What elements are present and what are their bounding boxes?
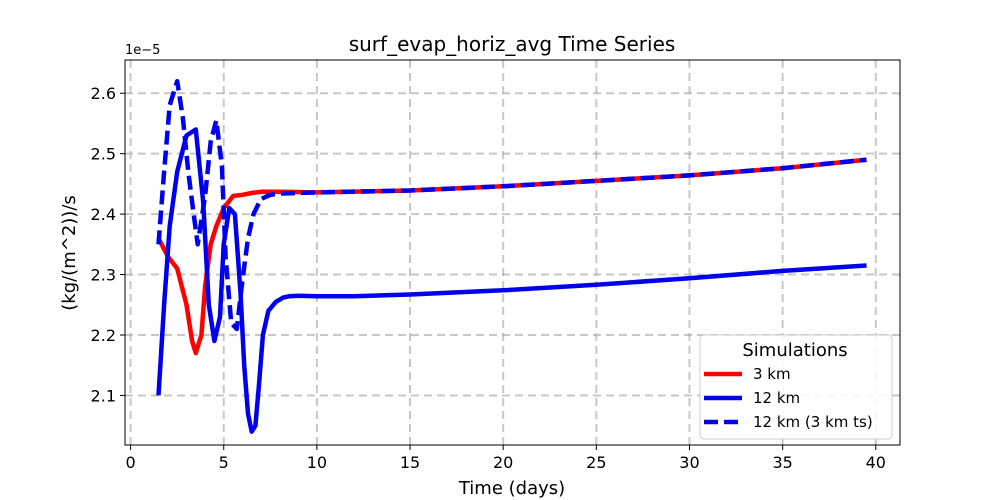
chart-title: surf_evap_horiz_avg Time Series [349,32,676,56]
x-tick-label: 25 [586,453,606,472]
y-axis-label: (kg/(m^2))/s [59,195,80,311]
x-axis: 0 5 10 15 20 25 30 35 40 [125,445,886,472]
x-tick-label: 35 [772,453,792,472]
legend-label: 12 km (3 km ts) [753,413,873,431]
y-tick-label: 2.1 [91,386,116,405]
legend-title: Simulations [742,340,847,361]
series-layer [156,78,867,434]
y-tick-label: 2.3 [91,266,116,285]
x-tick-label: 30 [679,453,699,472]
x-tick-label: 10 [307,453,327,472]
plot-frame [124,59,901,446]
legend-items: 3 km 12 km 12 km (3 km ts) [704,365,873,431]
x-tick-label: 15 [400,453,420,472]
x-axis-label: Time (days) [458,478,565,499]
y-tick-label: 2.5 [91,145,116,164]
legend-label: 12 km [753,389,800,407]
y-tick-label: 2.2 [91,326,116,345]
y-tick-label: 2.6 [91,84,116,103]
series-line-1 [156,127,867,434]
x-tick-label: 40 [866,453,886,472]
legend-label: 3 km [753,365,791,383]
y-tick-label: 2.4 [91,205,116,224]
series-line-2 [156,78,867,332]
y-axis: 2.1 2.2 2.3 2.4 2.5 2.6 [91,84,125,405]
y-offset-label: 1e−5 [125,43,160,58]
x-tick-label: 20 [493,453,513,472]
x-tick-label: 0 [125,453,135,472]
legend-box [699,334,893,440]
x-tick-label: 5 [219,453,229,472]
legend: Simulations 3 km 12 km 12 km (3 km ts) [699,334,893,440]
